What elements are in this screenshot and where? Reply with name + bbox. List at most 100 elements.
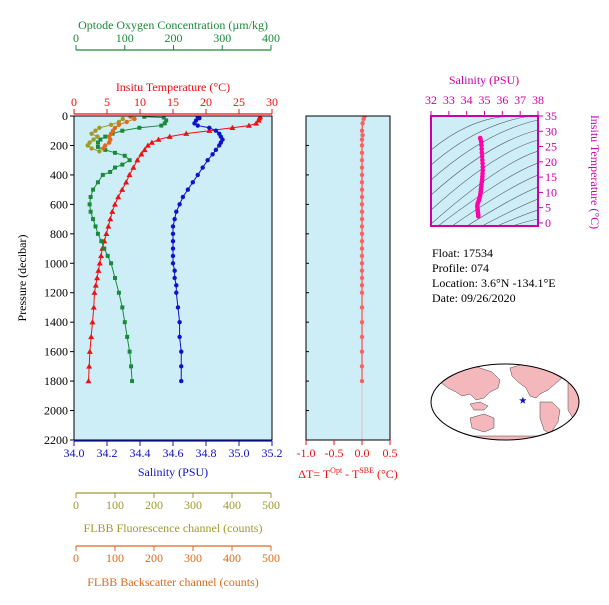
insitu-temperature-point bbox=[109, 208, 116, 214]
delta-t-tick-label: -0.5 bbox=[325, 446, 344, 460]
delta-t-point bbox=[359, 202, 365, 207]
optode-oxygen-point bbox=[162, 121, 167, 126]
salinity-point bbox=[195, 172, 200, 178]
insitu-temperature-point bbox=[115, 194, 122, 200]
optode-oxygen-point bbox=[102, 246, 107, 251]
flbb-backscatter-point bbox=[101, 146, 106, 151]
delta-t-point bbox=[361, 116, 366, 122]
flbb-fluorescence-point bbox=[93, 128, 98, 133]
flbb-fluorescence-point bbox=[95, 134, 100, 139]
flbb-backscatter-point bbox=[128, 116, 133, 119]
insitu-temperature-point bbox=[166, 133, 173, 139]
optode-oxygen-point bbox=[93, 224, 98, 229]
optode-oxygen-point bbox=[137, 125, 142, 130]
map-outline bbox=[430, 363, 580, 441]
salinity-tick-label: 35.0 bbox=[229, 446, 250, 460]
insitu-temperature-point bbox=[255, 117, 262, 123]
ts-temperature-tick-label: 10 bbox=[545, 185, 557, 199]
salinity-point bbox=[174, 290, 179, 295]
ts-salinity-tick-label: 34 bbox=[461, 93, 473, 107]
temperature-tick-label: 10 bbox=[134, 95, 146, 109]
australia bbox=[469, 413, 495, 433]
delta-t-panel: -1.0 -0.5 0.0 0.5 ΔT= TOpt - TSBE (°C) bbox=[297, 115, 398, 481]
greenland bbox=[551, 364, 567, 373]
ts-point bbox=[480, 161, 485, 166]
oxygen-tick-label: 300 bbox=[213, 31, 231, 45]
profile-number: Profile: 074 bbox=[432, 261, 489, 275]
salinity-point bbox=[179, 364, 184, 369]
flbb-backscatter-point bbox=[106, 140, 112, 145]
optode-oxygen-point bbox=[113, 165, 117, 170]
float-star-icon bbox=[519, 396, 527, 404]
salinity-point bbox=[177, 202, 182, 207]
insitu-temperature-point bbox=[245, 122, 252, 128]
pressure-tick-label: 800 bbox=[50, 227, 68, 241]
oxygen-tick-label: 100 bbox=[116, 31, 134, 45]
flbb-fluorescence-point bbox=[97, 125, 102, 130]
insitu-temperature-point bbox=[130, 164, 137, 170]
optode-oxygen-point bbox=[129, 364, 134, 369]
optode-oxygen-point bbox=[99, 239, 104, 244]
insitu-temperature-point bbox=[105, 223, 112, 229]
ts-salinity-tick-label: 35 bbox=[479, 93, 491, 107]
delta-t-tick-label: -1.0 bbox=[297, 446, 316, 460]
delta-t-point bbox=[359, 319, 365, 325]
optode-oxygen-point bbox=[120, 305, 125, 310]
temperature-tick-label: 15 bbox=[167, 95, 179, 109]
backscatter-tick-label: 500 bbox=[262, 551, 280, 565]
salinity-tick-label: 34.6 bbox=[163, 446, 184, 460]
ts-salinity-tick-label: 38 bbox=[532, 93, 544, 107]
antarctica bbox=[439, 435, 571, 440]
salinity-point bbox=[175, 305, 181, 310]
delta-t-axis-label: ΔT= TOpt - TSBE (°C) bbox=[298, 466, 398, 481]
optode-oxygen-point bbox=[164, 118, 169, 123]
salinity-point bbox=[179, 349, 184, 354]
salinity-point bbox=[170, 246, 176, 251]
salinity-tick-label: 34.8 bbox=[196, 446, 217, 460]
salinity-point bbox=[217, 143, 222, 148]
temperature-tick-label: 0 bbox=[71, 95, 77, 109]
flbb-fluorescence-point bbox=[85, 143, 90, 148]
temperature-axis-label: Insitu Temperature (°C) bbox=[116, 80, 230, 94]
profile-axes: 0200400600800100012001400160018002000220… bbox=[44, 31, 283, 565]
insitu-temperature-point bbox=[206, 127, 213, 133]
salinity-point bbox=[174, 209, 179, 214]
delta-t-point bbox=[359, 364, 365, 369]
delta-t-point bbox=[359, 246, 365, 251]
world-map bbox=[430, 363, 580, 441]
flbb-backscatter-point bbox=[124, 119, 129, 125]
profile-plot-frame bbox=[73, 115, 273, 441]
pressure-tick-label: 2000 bbox=[44, 404, 68, 418]
pressure-axis-label: Pressure (decibar) bbox=[15, 235, 29, 322]
optode-oxygen-point bbox=[113, 150, 117, 155]
delta-t-tick-label: 0.5 bbox=[383, 446, 398, 460]
temperature-tick-label: 25 bbox=[233, 95, 245, 109]
flbb-fluorescence-point bbox=[91, 137, 96, 142]
pressure-tick-label: 0 bbox=[62, 109, 68, 123]
insitu-temperature-point bbox=[111, 201, 118, 207]
optode-oxygen-point bbox=[98, 137, 103, 142]
fluorescence-tick-label: 500 bbox=[262, 498, 280, 512]
delta-t-point bbox=[359, 253, 365, 259]
optode-oxygen-point bbox=[125, 334, 130, 339]
optode-oxygen-point bbox=[120, 128, 125, 133]
fluorescence-tick-label: 0 bbox=[73, 498, 79, 512]
optode-oxygen-point bbox=[142, 116, 147, 119]
insitu-temperature-point bbox=[138, 151, 145, 157]
pressure-tick-label: 1800 bbox=[44, 374, 68, 388]
salinity-point bbox=[180, 194, 186, 200]
salinity-point bbox=[170, 224, 176, 229]
salinity-tick-label: 35.2 bbox=[262, 446, 283, 460]
flbb-backscatter-point bbox=[132, 116, 137, 122]
delta-t-point bbox=[359, 261, 365, 266]
optode-oxygen-point bbox=[127, 158, 132, 163]
insitu-temperature-point bbox=[148, 139, 155, 145]
delta-t-plot-frame bbox=[305, 115, 391, 441]
ts-point bbox=[479, 150, 485, 155]
oxygen-tick-label: 0 bbox=[73, 31, 79, 45]
optode-oxygen-point bbox=[109, 261, 114, 266]
optode-oxygen-point bbox=[88, 195, 93, 199]
salinity-point bbox=[170, 238, 176, 244]
flbb-fluorescence-point bbox=[120, 116, 126, 122]
